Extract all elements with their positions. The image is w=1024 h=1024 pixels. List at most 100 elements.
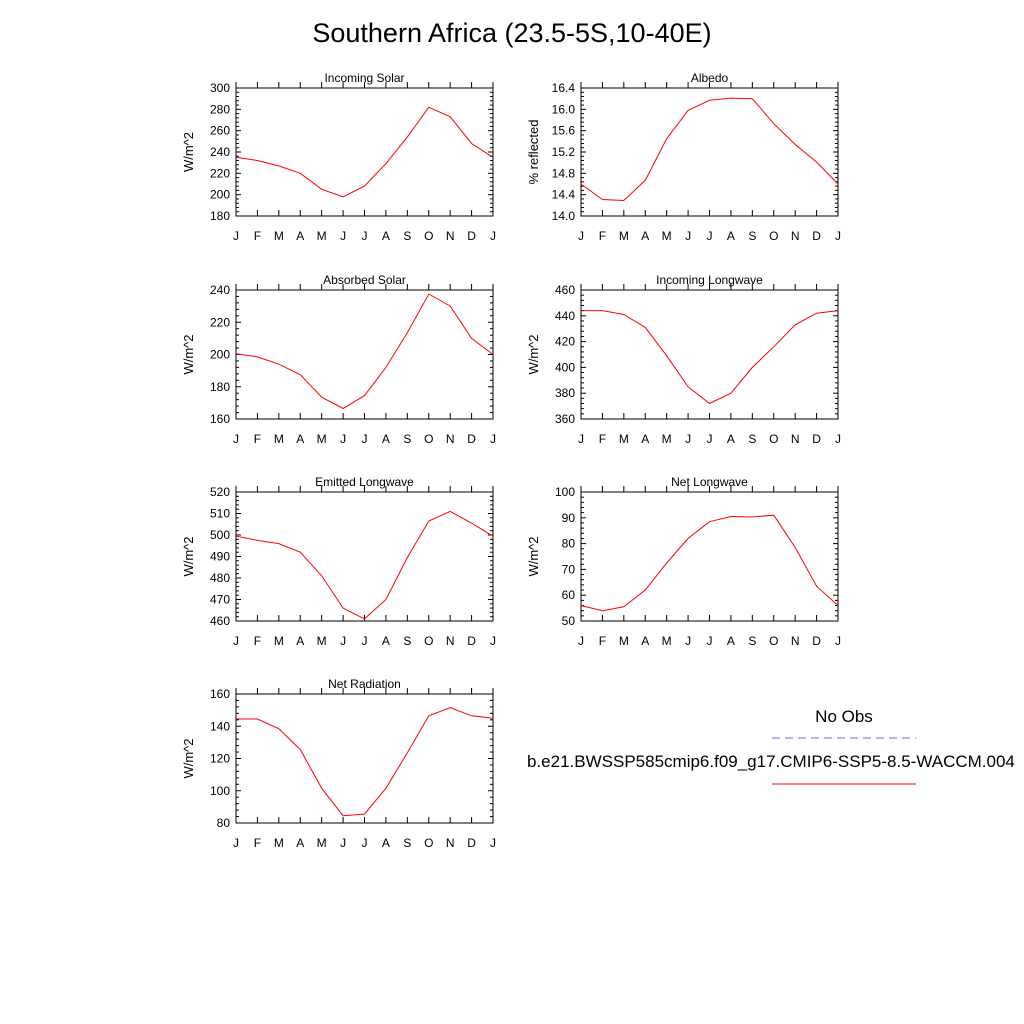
y-tick-label: 240 bbox=[210, 283, 230, 297]
y-tick-label: 200 bbox=[210, 348, 230, 362]
x-tick-label: J bbox=[835, 634, 841, 648]
x-tick-label: D bbox=[467, 229, 476, 243]
x-tick-label: F bbox=[599, 634, 606, 648]
y-axis-label: W/m^2 bbox=[181, 132, 196, 172]
x-tick-label: A bbox=[727, 229, 735, 243]
y-tick-label: 440 bbox=[555, 309, 575, 323]
y-tick-label: 360 bbox=[555, 412, 575, 426]
y-tick-label: 160 bbox=[210, 687, 230, 701]
y-axis-label: W/m^2 bbox=[526, 536, 541, 576]
x-tick-label: J bbox=[362, 836, 368, 850]
x-tick-label: M bbox=[274, 634, 284, 648]
x-tick-label: A bbox=[727, 432, 735, 446]
y-tick-label: 50 bbox=[562, 614, 576, 628]
x-tick-label: J bbox=[340, 229, 346, 243]
x-tick-label: F bbox=[254, 229, 261, 243]
series-line-model bbox=[235, 510, 494, 620]
y-tick-label: 520 bbox=[210, 485, 230, 499]
x-tick-label: O bbox=[769, 229, 778, 243]
x-tick-label: S bbox=[748, 634, 756, 648]
plot-frame bbox=[235, 289, 494, 420]
y-axis-label: W/m^2 bbox=[181, 536, 196, 576]
x-tick-label: J bbox=[233, 432, 239, 446]
y-axis-label: W/m^2 bbox=[526, 334, 541, 374]
plot-frame bbox=[235, 87, 494, 217]
x-tick-label: A bbox=[382, 836, 390, 850]
x-tick-label: J bbox=[685, 229, 691, 243]
plot-frame bbox=[580, 289, 839, 420]
x-tick-label: N bbox=[446, 634, 455, 648]
y-tick-label: 420 bbox=[555, 335, 575, 349]
x-tick-label: J bbox=[490, 229, 496, 243]
x-tick-label: A bbox=[641, 634, 649, 648]
x-tick-label: J bbox=[685, 432, 691, 446]
x-tick-label: J bbox=[490, 634, 496, 648]
x-tick-label: A bbox=[382, 432, 390, 446]
y-tick-label: 300 bbox=[210, 81, 230, 95]
x-tick-label: F bbox=[254, 634, 261, 648]
x-tick-label: J bbox=[707, 634, 713, 648]
y-tick-label: 220 bbox=[210, 166, 230, 180]
y-axis-label: W/m^2 bbox=[181, 334, 196, 374]
x-tick-label: F bbox=[599, 229, 606, 243]
x-tick-label: D bbox=[812, 229, 821, 243]
series-line-model bbox=[580, 97, 839, 202]
y-tick-label: 80 bbox=[217, 816, 231, 830]
y-tick-label: 460 bbox=[555, 283, 575, 297]
y-tick-label: 80 bbox=[562, 537, 576, 551]
x-tick-label: S bbox=[403, 836, 411, 850]
y-tick-label: 140 bbox=[210, 719, 230, 733]
x-tick-label: D bbox=[812, 634, 821, 648]
x-tick-label: J bbox=[578, 229, 584, 243]
x-tick-label: A bbox=[382, 229, 390, 243]
y-tick-label: 14.8 bbox=[552, 166, 576, 180]
x-tick-label: J bbox=[340, 432, 346, 446]
x-tick-label: M bbox=[274, 432, 284, 446]
x-tick-label: J bbox=[233, 229, 239, 243]
x-tick-label: S bbox=[403, 229, 411, 243]
x-tick-label: O bbox=[424, 229, 433, 243]
x-tick-label: J bbox=[340, 836, 346, 850]
x-tick-label: J bbox=[835, 432, 841, 446]
x-tick-label: O bbox=[424, 836, 433, 850]
x-tick-label: S bbox=[748, 229, 756, 243]
y-axis-label: W/m^2 bbox=[181, 738, 196, 778]
x-tick-label: M bbox=[317, 836, 327, 850]
y-tick-label: 15.2 bbox=[552, 145, 576, 159]
series-line-model bbox=[581, 310, 839, 405]
x-tick-label: O bbox=[769, 432, 778, 446]
y-tick-label: 14.0 bbox=[552, 209, 576, 223]
x-tick-label: N bbox=[446, 432, 455, 446]
y-tick-label: 60 bbox=[562, 588, 576, 602]
x-tick-label: F bbox=[254, 432, 261, 446]
panel-title: Incoming Solar bbox=[324, 71, 404, 85]
x-tick-label: M bbox=[619, 634, 629, 648]
y-tick-label: 120 bbox=[210, 752, 230, 766]
x-tick-label: J bbox=[707, 432, 713, 446]
plot-frame bbox=[580, 491, 839, 622]
series-line-model bbox=[235, 293, 494, 410]
x-tick-label: A bbox=[296, 634, 304, 648]
x-tick-label: M bbox=[662, 634, 672, 648]
y-tick-label: 470 bbox=[210, 593, 230, 607]
x-tick-label: A bbox=[641, 229, 649, 243]
y-tick-label: 100 bbox=[210, 784, 230, 798]
x-tick-label: J bbox=[362, 229, 368, 243]
x-tick-label: O bbox=[769, 634, 778, 648]
x-tick-label: J bbox=[233, 836, 239, 850]
x-tick-label: J bbox=[578, 432, 584, 446]
x-tick-label: J bbox=[233, 634, 239, 648]
y-tick-label: 100 bbox=[555, 485, 575, 499]
y-tick-label: 70 bbox=[562, 562, 576, 576]
y-tick-label: 500 bbox=[210, 528, 230, 542]
x-tick-label: N bbox=[791, 634, 800, 648]
y-tick-label: 180 bbox=[210, 380, 230, 394]
x-tick-label: M bbox=[619, 432, 629, 446]
x-tick-label: A bbox=[727, 634, 735, 648]
y-tick-label: 400 bbox=[555, 360, 575, 374]
